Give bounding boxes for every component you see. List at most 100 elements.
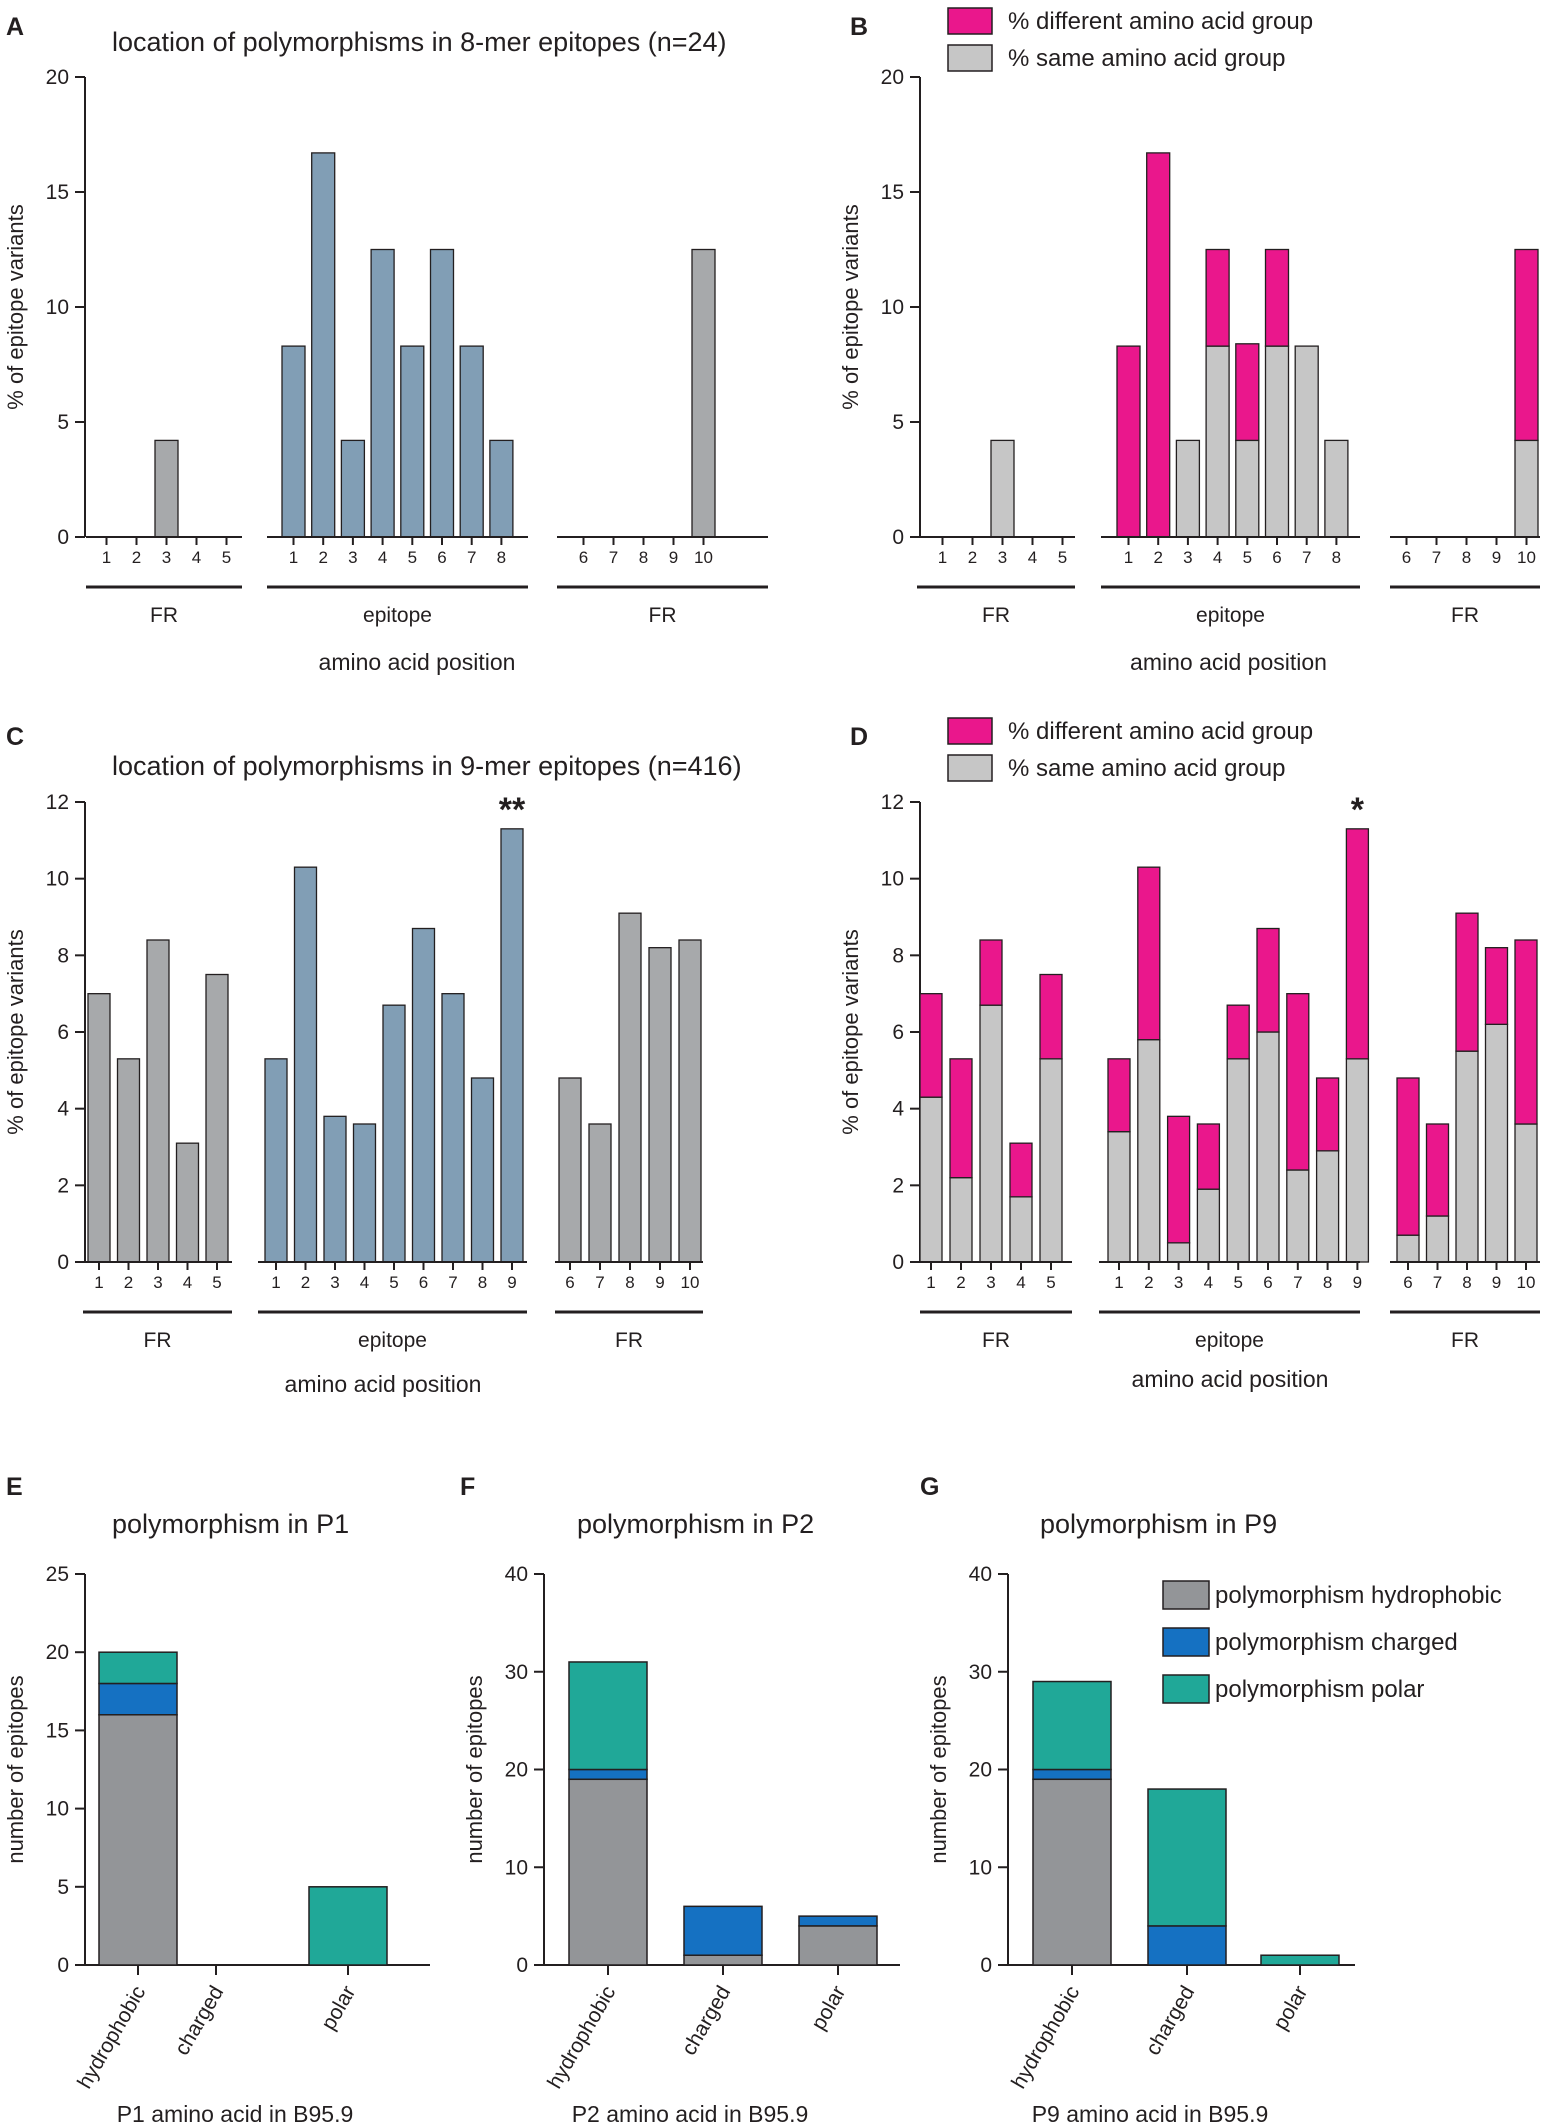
bar	[459, 345, 484, 538]
x-tick-label: 8	[497, 548, 506, 567]
y-tick-label: 20	[881, 66, 904, 89]
bar-same-group	[1196, 1188, 1221, 1263]
bar-segment-hydrophobic	[568, 1778, 648, 1966]
bar-different-group	[949, 1058, 973, 1179]
bar-same-group	[1039, 1058, 1063, 1263]
y-tick-label: 30	[505, 1661, 528, 1684]
bar	[87, 993, 111, 1263]
x-tick-label: 8	[1332, 548, 1341, 567]
y-tick-label: 0	[980, 1954, 992, 1977]
bar-same-group	[1205, 345, 1230, 538]
x-tick-label: 5	[1243, 548, 1252, 567]
bars	[98, 1651, 388, 1966]
x-tick-label: polar	[317, 1982, 360, 2034]
bar-segment-polar	[98, 1651, 178, 1685]
x-tick-label: 3	[153, 1273, 162, 1292]
group-label: epitope	[358, 1329, 427, 1352]
y-tick-label: 0	[892, 526, 904, 549]
x-tick-label: 10	[681, 1273, 700, 1292]
bar-same-group	[1009, 1196, 1033, 1263]
panel-title: polymorphism in P9	[1040, 1509, 1277, 1539]
bar-same-group	[1514, 1123, 1538, 1263]
bars	[568, 1661, 878, 1966]
y-axis-title: % of epitope variants	[3, 929, 28, 1134]
y-tick-label: 10	[46, 296, 69, 319]
x-tick-label: 1	[1124, 548, 1133, 567]
bar	[470, 1077, 495, 1263]
legend-label: polymorphism hydrophobic	[1215, 1582, 1502, 1609]
bar	[311, 152, 336, 538]
x-axis-title: amino acid position	[1130, 649, 1327, 675]
bar	[400, 345, 425, 538]
x-tick-label: 6	[437, 548, 446, 567]
panel-letter: F	[460, 1473, 475, 1501]
y-tick-label: 10	[969, 1856, 992, 1879]
y-tick-label: 2	[892, 1174, 904, 1197]
x-tick-label: polar	[1269, 1982, 1312, 2034]
x-tick-label: 3	[1174, 1273, 1183, 1292]
bar-segment-charged	[1032, 1768, 1112, 1781]
bar-different-group	[1286, 993, 1310, 1171]
legend-label: % same amino acid group	[1008, 45, 1285, 72]
bar-same-group	[1455, 1050, 1479, 1263]
bar	[558, 1077, 582, 1263]
legend-swatch	[1162, 1627, 1210, 1657]
x-tick-label: 3	[162, 548, 171, 567]
bars	[1032, 1680, 1340, 1966]
bar-segment-polar	[1260, 1954, 1340, 1966]
x-tick-label: 2	[132, 548, 141, 567]
group-label: FR	[649, 604, 677, 627]
bar	[264, 1058, 288, 1263]
x-axis-title: amino acid position	[319, 649, 516, 675]
x-tick-label: 7	[1432, 548, 1441, 567]
bar-same-group	[1484, 1023, 1509, 1263]
y-axis-title: % of epitope variants	[838, 929, 863, 1134]
bar-same-group	[1396, 1234, 1420, 1263]
bar	[618, 912, 642, 1263]
bar	[441, 993, 465, 1263]
bar-same-group	[919, 1096, 943, 1263]
x-tick-label: 1	[1114, 1273, 1123, 1292]
x-tick-label: 8	[478, 1273, 487, 1292]
bar-different-group	[1396, 1077, 1420, 1236]
x-tick-label: 8	[1462, 548, 1471, 567]
bar	[691, 248, 716, 538]
bar	[588, 1123, 612, 1263]
x-tick-label: 5	[1233, 1273, 1242, 1292]
x-tick-label: hydrophobic	[543, 1982, 620, 2093]
x-tick-label: hydrophobic	[1007, 1982, 1084, 2093]
panel-letter: B	[850, 13, 868, 41]
bar-different-group	[1256, 927, 1280, 1033]
x-tick-label: 2	[956, 1273, 965, 1292]
x-tick-label: 4	[1016, 1273, 1025, 1292]
x-tick-label: 5	[1046, 1273, 1055, 1292]
legend-label: polymorphism charged	[1215, 1629, 1458, 1656]
x-tick-label: 4	[378, 548, 387, 567]
x-tick-label: 6	[419, 1273, 428, 1292]
y-tick-label: 10	[881, 868, 904, 891]
group-label: FR	[1451, 604, 1479, 627]
group-label: FR	[982, 1329, 1010, 1352]
x-tick-label: 8	[1323, 1273, 1332, 1292]
group-label: FR	[144, 1329, 172, 1352]
x-axis-title: P1 amino acid in B95.9	[117, 2101, 354, 2127]
y-tick-label: 12	[46, 791, 69, 814]
y-tick-label: 10	[46, 868, 69, 891]
x-tick-label: 3	[330, 1273, 339, 1292]
bar-same-group	[949, 1177, 973, 1263]
y-tick-label: 12	[881, 791, 904, 814]
bar-different-group	[1226, 1004, 1250, 1060]
x-tick-label: 3	[1183, 548, 1192, 567]
y-tick-label: 0	[57, 526, 69, 549]
x-tick-label: 7	[609, 548, 618, 567]
y-axis-title: number of epitopes	[462, 1675, 487, 1863]
x-tick-label: 2	[1144, 1273, 1153, 1292]
y-tick-label: 6	[892, 1021, 904, 1044]
bar-segment-polar	[308, 1886, 388, 1966]
bar-same-group	[1107, 1131, 1131, 1263]
bar-different-group	[1009, 1142, 1033, 1198]
legend-swatch-same	[947, 44, 993, 72]
y-tick-label: 4	[892, 1098, 904, 1121]
bar	[205, 973, 229, 1263]
